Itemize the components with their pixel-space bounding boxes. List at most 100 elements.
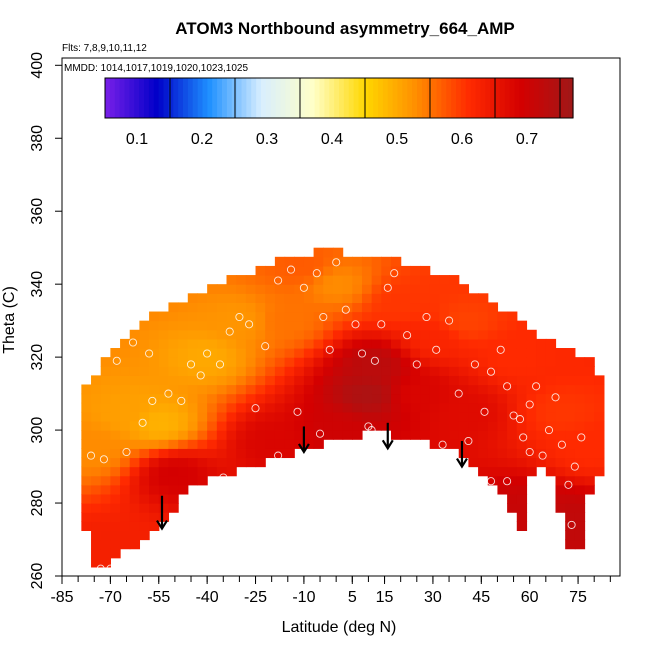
heatmap-cell bbox=[390, 338, 402, 349]
heatmap-cell bbox=[303, 430, 315, 440]
heatmap-cell bbox=[110, 393, 121, 404]
heatmap-cell bbox=[487, 329, 499, 340]
heatmap-cell bbox=[400, 430, 411, 440]
heatmap-cell bbox=[371, 402, 382, 413]
heatmap-cell bbox=[390, 375, 402, 386]
heatmap-cell bbox=[371, 366, 382, 376]
heatmap-cell bbox=[265, 384, 276, 395]
heatmap-cell bbox=[332, 430, 344, 440]
heatmap-cell bbox=[139, 484, 150, 495]
heatmap-cell bbox=[497, 475, 508, 486]
heatmap-cell bbox=[487, 430, 499, 440]
colorbar-segment bbox=[295, 78, 301, 118]
heatmap-cell bbox=[81, 475, 92, 486]
heatmap-cell bbox=[216, 357, 228, 367]
heatmap-cell bbox=[439, 420, 450, 431]
observation-point bbox=[319, 312, 328, 322]
heatmap-cell bbox=[91, 521, 102, 531]
heatmap-cell bbox=[555, 411, 566, 422]
heatmap-cell bbox=[245, 284, 257, 294]
heatmap-cell bbox=[265, 375, 276, 386]
heatmap-cell bbox=[516, 521, 528, 531]
heatmap-cell bbox=[149, 348, 160, 358]
heatmap-cell bbox=[168, 348, 179, 358]
heatmap-cell bbox=[516, 430, 528, 440]
heatmap-cell bbox=[187, 430, 199, 440]
heatmap-cell bbox=[342, 256, 353, 267]
observation-point bbox=[351, 320, 360, 329]
heatmap-cell bbox=[449, 275, 460, 285]
heatmap-cell bbox=[429, 366, 440, 376]
heatmap-cell bbox=[265, 411, 276, 422]
heatmap-cell bbox=[342, 420, 353, 431]
colorbar-segment bbox=[114, 78, 121, 118]
heatmap-cell bbox=[449, 384, 460, 395]
heatmap-cell bbox=[390, 302, 402, 313]
heatmap-cell bbox=[110, 448, 121, 459]
heatmap-cell bbox=[216, 402, 228, 413]
heatmap-cell bbox=[574, 366, 586, 376]
observation-point bbox=[383, 283, 392, 292]
heatmap-cell bbox=[342, 275, 353, 285]
heatmap-cell bbox=[255, 402, 266, 413]
observation-point bbox=[525, 447, 534, 457]
heatmap-cell bbox=[129, 420, 141, 431]
colorbar-segment bbox=[514, 78, 520, 118]
heatmap-cell bbox=[91, 493, 102, 504]
heatmap-cell bbox=[565, 439, 576, 449]
heatmap-cell bbox=[478, 293, 489, 304]
heatmap-cell bbox=[574, 430, 586, 440]
heatmap-cell bbox=[332, 275, 344, 285]
heatmap-cell bbox=[139, 402, 150, 413]
heatmap-cell bbox=[545, 384, 557, 395]
heatmap-cell bbox=[323, 302, 334, 313]
heatmap-cell bbox=[91, 475, 102, 486]
heatmap-cell bbox=[129, 457, 141, 468]
heatmap-cell bbox=[497, 420, 508, 431]
colorbar-segment bbox=[534, 78, 540, 118]
heatmap-cell bbox=[390, 384, 402, 395]
heatmap-cell bbox=[487, 439, 499, 449]
heatmap-cell bbox=[236, 275, 247, 285]
heatmap-cell bbox=[545, 393, 557, 404]
heatmap-cell bbox=[439, 320, 450, 331]
heatmap-cell bbox=[400, 329, 411, 340]
heatmap-cell bbox=[120, 430, 131, 440]
heatmap-cell bbox=[468, 293, 479, 304]
heatmap-cell bbox=[274, 430, 286, 440]
heatmap-cell bbox=[303, 375, 315, 386]
heatmap-cell bbox=[545, 457, 557, 468]
heatmap-cell bbox=[371, 357, 382, 367]
heatmap-cell bbox=[139, 503, 150, 513]
heatmap-cell bbox=[110, 348, 121, 358]
heatmap-cell bbox=[187, 320, 199, 331]
heatmap-cell bbox=[100, 548, 111, 559]
heatmap-cell bbox=[565, 402, 576, 413]
heatmap-cell bbox=[100, 503, 111, 513]
heatmap-cell bbox=[574, 530, 586, 541]
observation-point bbox=[196, 371, 205, 380]
heatmap-cell bbox=[584, 402, 595, 413]
colorbar-segment bbox=[348, 78, 355, 118]
heatmap-cell bbox=[439, 311, 450, 322]
heatmap-cell bbox=[294, 420, 305, 431]
heatmap-cell bbox=[313, 393, 324, 404]
heatmap-cell bbox=[255, 320, 266, 331]
heatmap-cell bbox=[371, 375, 382, 386]
heatmap-cell bbox=[294, 393, 305, 404]
heatmap-cell bbox=[342, 357, 353, 367]
heatmap-cell bbox=[245, 348, 257, 358]
heatmap-cell bbox=[303, 357, 315, 367]
heatmap-cell bbox=[187, 393, 199, 404]
heatmap-cell bbox=[207, 393, 218, 404]
heatmap-cell bbox=[100, 530, 111, 541]
heatmap-cell bbox=[594, 439, 605, 449]
observation-point bbox=[403, 331, 412, 340]
heatmap-cell bbox=[371, 284, 382, 294]
heatmap-cell bbox=[516, 484, 528, 495]
y-tick-label: 280 bbox=[29, 490, 46, 517]
heatmap-cell bbox=[449, 357, 460, 367]
heatmap-cell bbox=[371, 311, 382, 322]
colorbar-segment bbox=[178, 78, 184, 118]
